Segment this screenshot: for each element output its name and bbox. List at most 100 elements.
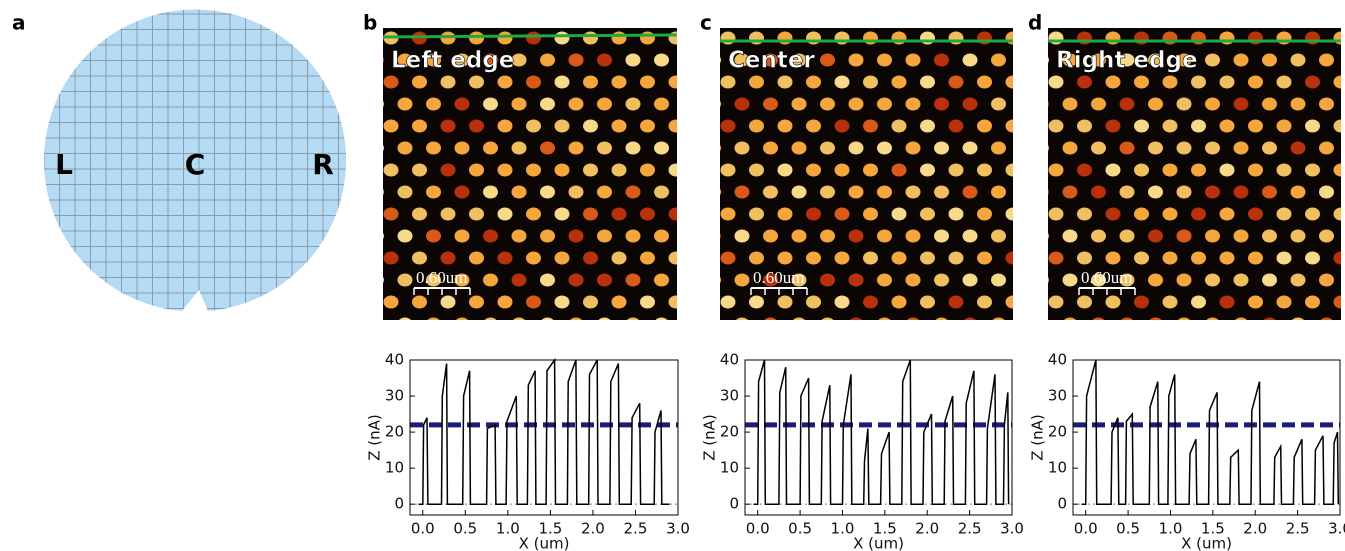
plots: 0.00.51.01.52.02.53.0010203040X (um)Z (n… bbox=[366, 351, 1345, 551]
dot bbox=[1034, 230, 1049, 243]
dot bbox=[778, 164, 793, 177]
dot bbox=[1091, 142, 1106, 155]
dot bbox=[835, 32, 850, 45]
dot bbox=[398, 230, 413, 243]
dot bbox=[863, 120, 878, 133]
dot bbox=[877, 54, 892, 67]
dot bbox=[1291, 98, 1306, 111]
wafer-label: L bbox=[55, 148, 73, 181]
dot bbox=[469, 252, 484, 265]
dot bbox=[1163, 76, 1178, 89]
dot bbox=[1277, 252, 1292, 265]
dot bbox=[949, 252, 964, 265]
image-label: Center bbox=[728, 48, 815, 74]
dot bbox=[1248, 120, 1263, 133]
dot bbox=[597, 142, 612, 155]
dot bbox=[555, 32, 570, 45]
panel-letter: c bbox=[700, 11, 712, 35]
dot bbox=[1063, 274, 1078, 287]
dot bbox=[763, 142, 778, 155]
dot bbox=[877, 186, 892, 199]
dot bbox=[1262, 142, 1277, 155]
dot bbox=[749, 32, 764, 45]
dot bbox=[1034, 54, 1049, 67]
dot bbox=[1191, 76, 1206, 89]
dot bbox=[1191, 208, 1206, 221]
dot bbox=[1020, 274, 1035, 287]
dot bbox=[526, 32, 541, 45]
dot bbox=[441, 120, 456, 133]
dot bbox=[669, 296, 684, 309]
dot bbox=[498, 252, 513, 265]
dot bbox=[1091, 318, 1106, 331]
dot bbox=[1077, 296, 1092, 309]
profile bbox=[419, 360, 670, 504]
dot bbox=[1220, 32, 1235, 45]
dot bbox=[1177, 98, 1192, 111]
dot bbox=[469, 32, 484, 45]
dot bbox=[412, 296, 427, 309]
dot bbox=[949, 164, 964, 177]
dot bbox=[1120, 186, 1135, 199]
panel-letter: b bbox=[363, 11, 377, 35]
dot bbox=[683, 230, 698, 243]
dot bbox=[1106, 120, 1121, 133]
x-tick-label: 0.0 bbox=[746, 520, 770, 538]
dot bbox=[1106, 208, 1121, 221]
dot bbox=[1205, 98, 1220, 111]
dot bbox=[597, 274, 612, 287]
dot bbox=[469, 208, 484, 221]
dot bbox=[820, 142, 835, 155]
dot bbox=[920, 120, 935, 133]
x-tick-label: 3.0 bbox=[1328, 520, 1345, 538]
dot bbox=[1319, 274, 1334, 287]
dot bbox=[863, 32, 878, 45]
dot bbox=[469, 164, 484, 177]
dot bbox=[1291, 54, 1306, 67]
dot bbox=[369, 274, 384, 287]
dot bbox=[569, 186, 584, 199]
dot bbox=[1277, 32, 1292, 45]
dot bbox=[1248, 296, 1263, 309]
y-tick-label: 0 bbox=[1057, 495, 1067, 513]
dot bbox=[835, 208, 850, 221]
dot bbox=[1148, 274, 1163, 287]
dot bbox=[721, 164, 736, 177]
y-tick-label: 20 bbox=[385, 423, 404, 441]
dot bbox=[849, 142, 864, 155]
image-label: Left edge bbox=[391, 48, 514, 74]
dot bbox=[892, 164, 907, 177]
dot bbox=[1091, 230, 1106, 243]
y-tick-label: 30 bbox=[385, 387, 404, 405]
dot bbox=[749, 120, 764, 133]
dot bbox=[1248, 252, 1263, 265]
dot bbox=[877, 98, 892, 111]
dot bbox=[483, 230, 498, 243]
dot bbox=[1163, 208, 1178, 221]
dot bbox=[1205, 318, 1220, 331]
x-tick-label: 0.5 bbox=[788, 520, 812, 538]
dot bbox=[863, 296, 878, 309]
dot bbox=[555, 120, 570, 133]
dot bbox=[697, 208, 712, 221]
y-tick-label: 40 bbox=[720, 351, 739, 369]
dot bbox=[1305, 296, 1320, 309]
dot bbox=[569, 318, 584, 331]
dot bbox=[1205, 142, 1220, 155]
y-tick-label: 20 bbox=[720, 423, 739, 441]
dot bbox=[806, 252, 821, 265]
dot bbox=[934, 186, 949, 199]
dot bbox=[1163, 164, 1178, 177]
dot bbox=[749, 296, 764, 309]
dot bbox=[512, 98, 527, 111]
x-tick-label: 2.0 bbox=[915, 520, 939, 538]
dot bbox=[906, 274, 921, 287]
dot bbox=[412, 252, 427, 265]
dot bbox=[398, 186, 413, 199]
dot bbox=[1234, 98, 1249, 111]
dot bbox=[1148, 186, 1163, 199]
dot bbox=[1319, 230, 1334, 243]
dot bbox=[706, 274, 721, 287]
dot bbox=[849, 98, 864, 111]
dot bbox=[355, 76, 370, 89]
